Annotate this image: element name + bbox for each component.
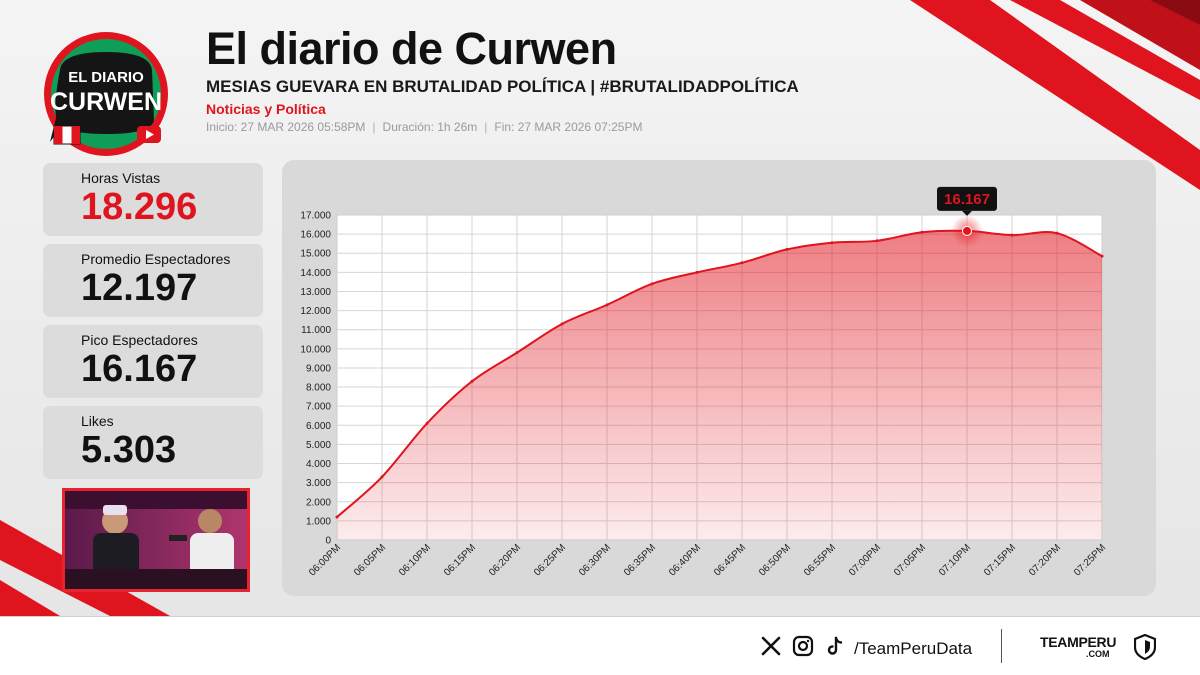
brand-logo: TEAMPERU .COM bbox=[1040, 634, 1160, 664]
stat-value: 12.197 bbox=[81, 267, 198, 309]
stat-card-likes: Likes 5.303 bbox=[43, 406, 263, 479]
x-tick-label: 06:15PM bbox=[442, 542, 478, 578]
data-point bbox=[470, 379, 474, 383]
y-tick-label: 8.000 bbox=[306, 383, 331, 394]
stat-value: 5.303 bbox=[81, 429, 177, 471]
y-tick-label: 1.000 bbox=[306, 516, 331, 527]
shield-icon bbox=[1134, 634, 1156, 660]
data-point bbox=[920, 230, 924, 234]
y-tick-label: 7.000 bbox=[306, 402, 331, 413]
x-tick-label: 06:30PM bbox=[577, 542, 613, 578]
x-tick-label: 06:05PM bbox=[352, 542, 388, 578]
x-tick-label: 06:45PM bbox=[712, 542, 748, 578]
stat-label: Horas Vistas bbox=[81, 170, 161, 186]
x-tick-label: 06:40PM bbox=[667, 542, 703, 578]
y-tick-label: 12.000 bbox=[300, 306, 331, 317]
stat-card-average-viewers: Promedio Espectadores 12.197 bbox=[43, 244, 263, 317]
x-tick-label: 06:55PM bbox=[802, 542, 838, 578]
x-tick-label: 07:15PM bbox=[982, 542, 1018, 578]
stream-thumbnail bbox=[62, 488, 250, 592]
logo-line1: EL DIARIO bbox=[68, 69, 144, 86]
start-time: Inicio: 27 MAR 2026 05:58PM bbox=[206, 120, 366, 134]
x-icon[interactable] bbox=[760, 635, 782, 657]
duration: Duración: 1h 26m bbox=[382, 120, 478, 134]
page-title: El diario de Curwen bbox=[206, 23, 617, 74]
viewers-chart: 0 1.000 2.000 3.000 4.000 5.000 6.000 7.000 8.00… bbox=[300, 186, 1108, 578]
y-tick-label: 9.000 bbox=[306, 363, 331, 374]
data-point bbox=[740, 261, 744, 265]
data-point bbox=[515, 351, 519, 355]
data-point bbox=[605, 303, 609, 307]
stat-card-peak-viewers: Pico Espectadores 16.167 bbox=[43, 325, 263, 398]
x-tick-label: 06:25PM bbox=[532, 542, 568, 578]
logo-line2: CURWEN bbox=[50, 88, 162, 116]
data-point bbox=[380, 475, 384, 479]
peak-label-pointer bbox=[962, 210, 972, 216]
y-tick-label: 2.000 bbox=[306, 497, 331, 508]
brand-domain: .COM bbox=[1086, 649, 1110, 659]
data-point bbox=[650, 282, 654, 286]
y-tick-label: 16.000 bbox=[300, 230, 331, 241]
y-tick-label: 5.000 bbox=[306, 440, 331, 451]
x-tick-label: 06:10PM bbox=[397, 542, 433, 578]
x-tick-label: 06:20PM bbox=[487, 542, 523, 578]
y-tick-label: 3.000 bbox=[306, 478, 331, 489]
x-tick-label: 07:00PM bbox=[847, 542, 883, 578]
peak-label-box bbox=[937, 186, 997, 211]
y-tick-label: 17.000 bbox=[300, 211, 331, 222]
instagram-icon[interactable] bbox=[792, 635, 814, 657]
social-handle[interactable]: /TeamPeruData bbox=[854, 639, 973, 658]
y-tick-label: 6.000 bbox=[306, 421, 331, 432]
brand-name: TEAMPERU bbox=[1040, 634, 1117, 650]
y-tick-label: 10.000 bbox=[300, 344, 331, 355]
stat-label: Promedio Espectadores bbox=[81, 251, 231, 267]
data-point bbox=[1010, 233, 1014, 237]
y-tick-label: 14.000 bbox=[300, 268, 331, 279]
stat-value: 16.167 bbox=[81, 348, 198, 390]
data-point bbox=[335, 515, 339, 519]
data-point bbox=[1100, 254, 1104, 258]
data-point bbox=[875, 239, 879, 243]
chart-panel: 0 1.000 2.000 3.000 4.000 5.000 6.000 7.000 8.00… bbox=[282, 160, 1156, 596]
stream-meta: Inicio: 27 MAR 2026 05:58PM | Duración: 1h… bbox=[206, 120, 643, 134]
peak-label: 16.167 bbox=[944, 191, 990, 208]
x-tick-label: 06:00PM bbox=[307, 542, 343, 578]
data-point bbox=[785, 247, 789, 251]
footer: /TeamPeruData TEAMPERU .COM bbox=[0, 616, 1200, 675]
x-tick-label: 07:05PM bbox=[892, 542, 928, 578]
stream-category: Noticias y Política bbox=[206, 101, 326, 117]
stream-title: MESIAS GUEVARA EN BRUTALIDAD POLÍTICA | … bbox=[206, 77, 799, 96]
stat-label: Likes bbox=[81, 413, 114, 429]
peak-point bbox=[962, 225, 972, 236]
social-icons bbox=[760, 635, 846, 657]
tiktok-icon[interactable] bbox=[824, 635, 846, 657]
stat-value: 18.296 bbox=[81, 186, 198, 228]
x-tick-label: 07:20PM bbox=[1027, 542, 1063, 578]
y-tick-label: 4.000 bbox=[306, 459, 331, 470]
y-tick-label: 11.000 bbox=[301, 325, 331, 336]
channel-logo: EL DIARIO CURWEN bbox=[44, 32, 168, 156]
data-point bbox=[560, 322, 564, 326]
footer-divider bbox=[1001, 629, 1002, 663]
data-point bbox=[830, 241, 834, 245]
header: El diario de Curwen MESIAS GUEVARA EN BR… bbox=[206, 23, 906, 135]
x-tick-label: 07:25PM bbox=[1072, 542, 1108, 578]
data-point bbox=[1055, 231, 1059, 235]
y-tick-label: 15.000 bbox=[300, 249, 331, 260]
x-tick-label: 06:50PM bbox=[757, 542, 793, 578]
thumbnail-image bbox=[65, 491, 247, 589]
stat-card-hours-watched: Horas Vistas 18.296 bbox=[43, 163, 263, 236]
data-point bbox=[425, 421, 429, 425]
stat-label: Pico Espectadores bbox=[81, 332, 198, 348]
y-tick-label: 13.000 bbox=[300, 287, 331, 298]
data-point bbox=[695, 270, 699, 274]
series-area bbox=[337, 230, 1102, 540]
y-tick-label: 0 bbox=[325, 536, 331, 547]
x-tick-label: 06:35PM bbox=[622, 542, 658, 578]
end-time: Fin: 27 MAR 2026 07:25PM bbox=[494, 120, 643, 134]
x-tick-label: 07:10PM bbox=[937, 542, 973, 578]
